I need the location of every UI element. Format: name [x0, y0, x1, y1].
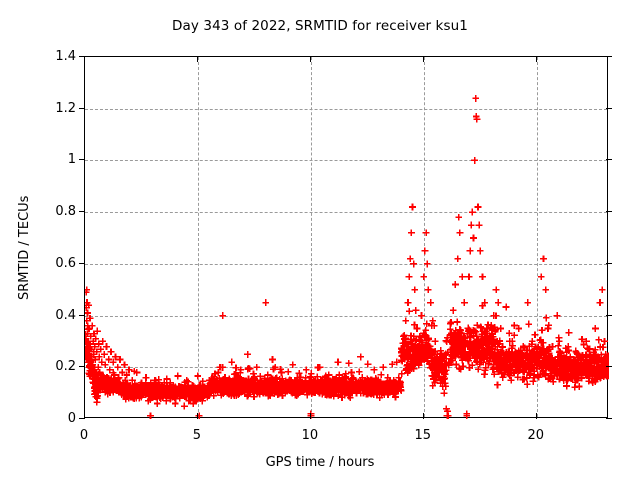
- x-tick-mark: [309, 413, 311, 419]
- x-tick-mark-top: [309, 56, 311, 62]
- gridline-vertical: [423, 57, 425, 417]
- x-tick-mark-top: [422, 56, 424, 62]
- y-axis-title: SRMTID / TECUs: [17, 195, 32, 300]
- y-tick-mark: [79, 159, 85, 161]
- x-tick-mark-top: [84, 56, 85, 62]
- x-tick-mark: [535, 413, 537, 419]
- y-tick-mark-right: [606, 159, 612, 161]
- plot-area: [84, 56, 609, 419]
- y-tick-mark-right: [606, 418, 612, 419]
- x-tick-label: 20: [527, 428, 544, 443]
- x-tick-mark: [422, 413, 424, 419]
- x-tick-mark-top: [535, 56, 537, 62]
- x-axis-title: GPS time / hours: [265, 455, 375, 470]
- x-tick-label: 0: [79, 428, 89, 443]
- y-tick-mark: [79, 314, 85, 316]
- gridline-horizontal: [85, 160, 607, 162]
- x-tick-label: 5: [192, 428, 202, 443]
- y-tick-label: 0: [67, 411, 76, 426]
- y-tick-mark: [79, 56, 85, 57]
- gridline-vertical: [197, 57, 199, 417]
- y-tick-label: 1.4: [55, 49, 76, 64]
- y-tick-mark: [79, 107, 85, 109]
- scatter-markers: [85, 95, 609, 419]
- y-tick-label: 0.2: [55, 359, 76, 375]
- gridline-horizontal: [85, 212, 607, 214]
- gridline-vertical: [536, 57, 538, 417]
- x-tick-mark: [84, 413, 85, 419]
- y-tick-label: 0.8: [55, 204, 76, 220]
- y-tick-mark-right: [606, 262, 612, 264]
- y-tick-label: 1.2: [55, 100, 76, 116]
- y-tick-mark: [79, 418, 85, 419]
- y-tick-mark: [79, 366, 85, 368]
- y-tick-mark-right: [606, 107, 612, 109]
- gridline-horizontal: [85, 108, 607, 110]
- chart-title: Day 343 of 2022, SRMTID for receiver ksu…: [172, 18, 468, 34]
- gridline-vertical: [310, 57, 312, 417]
- y-tick-mark-right: [606, 56, 612, 57]
- y-tick-mark-right: [606, 366, 612, 368]
- data-points-layer: [85, 57, 609, 419]
- x-tick-label: 15: [414, 428, 432, 443]
- gridline-horizontal: [85, 367, 607, 369]
- y-tick-mark-right: [606, 314, 612, 316]
- x-tick-mark-top: [196, 56, 198, 62]
- x-tick-mark: [196, 413, 198, 419]
- y-tick-mark-right: [606, 211, 612, 213]
- x-tick-label: 10: [301, 428, 319, 443]
- y-tick-mark: [79, 262, 85, 264]
- y-tick-label: 1: [67, 152, 76, 168]
- y-tick-label: 0.4: [55, 307, 76, 323]
- gridline-horizontal: [85, 315, 607, 317]
- y-tick-mark: [79, 211, 85, 213]
- y-tick-label: 0.6: [55, 255, 76, 271]
- gridline-horizontal: [85, 263, 607, 265]
